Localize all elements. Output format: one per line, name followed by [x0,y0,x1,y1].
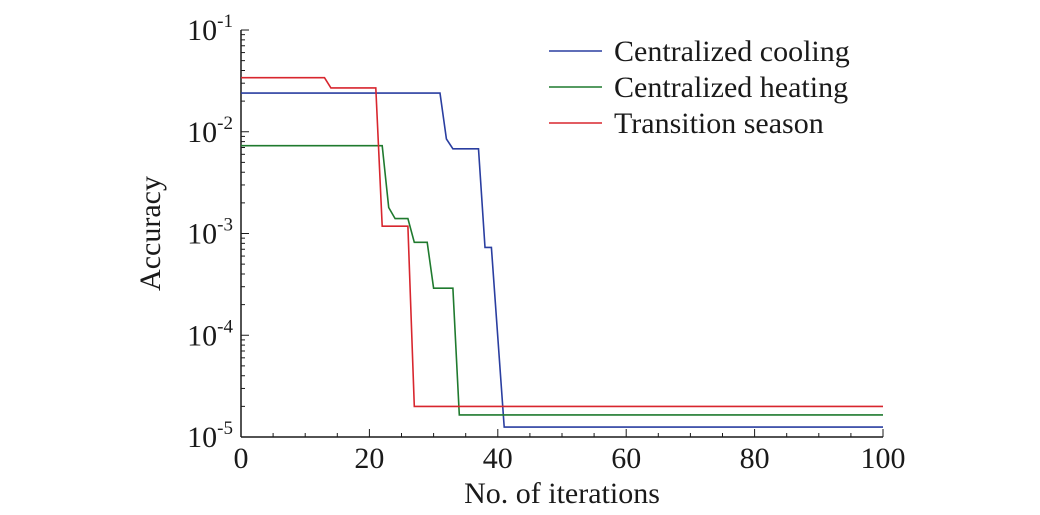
x-axis: 0 20 40 60 80 100 [234,429,906,475]
x-tick-label: 0 [234,442,249,475]
y-tick-label: 10-1 [187,11,233,47]
y-tick-label: 10-2 [187,113,233,149]
legend-label: Transition season [614,107,824,140]
y-tick-label: 10-4 [187,316,233,352]
series-layer [241,76,883,428]
y-axis-title: Accuracy [134,176,167,291]
x-tick-label: 40 [483,442,513,475]
series-line-2 [241,144,883,416]
y-tick-label: 10-3 [187,215,233,251]
x-tick-label: 60 [611,442,641,475]
x-tick-label: 20 [354,442,384,475]
series-line-1 [241,92,883,428]
x-axis-title: No. of iterations [464,477,660,510]
legend-label: Centralized heating [614,71,848,104]
y-axis: 10-5 10-4 10-3 10-2 10-1 [187,11,249,454]
series-line-3 [241,76,883,408]
x-tick-label: 100 [861,442,906,475]
x-tick-label: 80 [740,442,770,475]
y-tick-label: 10-5 [187,418,233,454]
legend-label: Centralized cooling [614,35,850,68]
